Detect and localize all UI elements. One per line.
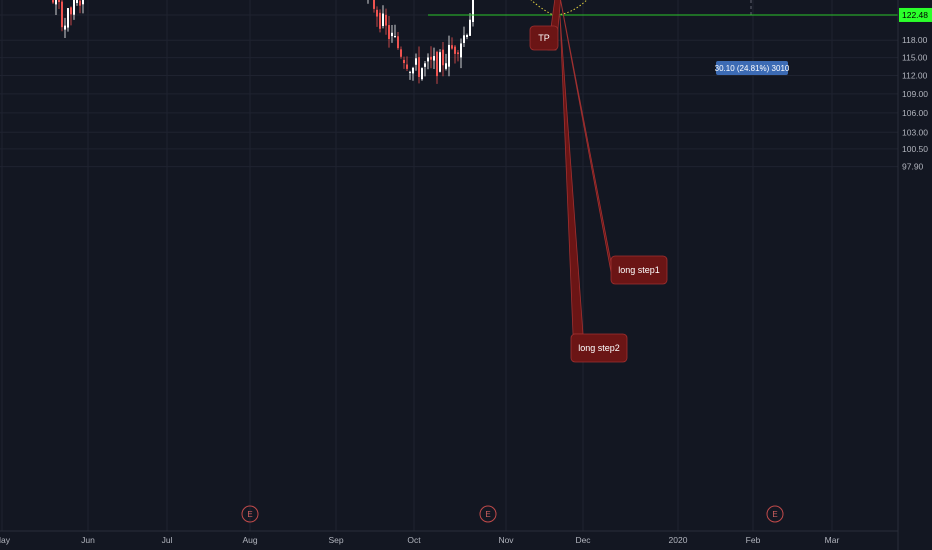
- price-tick-label: 103.00: [902, 127, 928, 137]
- candle-body: [457, 52, 459, 55]
- candle-body: [430, 56, 432, 60]
- price-axis-ticks: 164.00160.00156.00148.00143.00138.00126.…: [902, 0, 928, 172]
- candle-body: [442, 49, 444, 66]
- candle-body: [406, 64, 408, 69]
- candle-body: [82, 0, 84, 5]
- candle-body: [79, 0, 81, 6]
- candle-body: [376, 9, 378, 17]
- price-tick-label: 118.00: [902, 35, 928, 45]
- earnings-icon[interactable]: [479, 505, 497, 523]
- candle-body: [466, 34, 468, 38]
- candle-body: [454, 46, 456, 54]
- candle-body: [433, 56, 435, 61]
- price-tick-label: 100.50: [902, 144, 928, 154]
- time-tick-label: Jun: [81, 535, 95, 545]
- candle-body: [424, 63, 426, 67]
- candle-body: [451, 45, 453, 49]
- price-tick-label: 106.00: [902, 108, 928, 118]
- grid-lines: [0, 0, 898, 531]
- candle-body: [385, 14, 387, 26]
- time-tick-label: Feb: [746, 535, 761, 545]
- candle-body: [415, 58, 417, 65]
- candle-body: [397, 36, 399, 49]
- time-tick-label: Nov: [498, 535, 514, 545]
- earnings-icon[interactable]: [241, 505, 259, 523]
- price-tick-label: 126.00: [902, 0, 928, 1]
- candle-body: [379, 12, 381, 29]
- callout-label: TP: [538, 33, 550, 43]
- callout-label: long step2: [578, 343, 620, 353]
- earnings-label: E: [247, 510, 252, 519]
- time-tick-label: Aug: [242, 535, 257, 545]
- time-tick-label: Sep: [328, 535, 343, 545]
- candle-body: [421, 68, 423, 80]
- candle-body: [394, 35, 396, 37]
- level-lines: [428, 14, 898, 16]
- candle-body: [391, 32, 393, 37]
- candle-body: [409, 71, 411, 73]
- candle-body: [52, 0, 54, 3]
- candle-body: [463, 35, 465, 43]
- earnings-label: E: [485, 510, 490, 519]
- candle-body: [448, 44, 450, 67]
- callout-box[interactable]: [529, 25, 559, 51]
- price-tick-label: 115.00: [902, 53, 928, 63]
- candle-body: [445, 63, 447, 69]
- candle-body: [427, 57, 429, 62]
- time-axis[interactable]: May Jun Jul Aug Sep Oct Nov Dec 2020 Feb Mar: [0, 530, 898, 545]
- candle-body: [61, 1, 63, 28]
- candle-body: [73, 0, 75, 15]
- candle-body: [373, 0, 375, 9]
- level-price-tag: [899, 7, 932, 22]
- time-tick-label: Jul: [162, 535, 173, 545]
- annotations: TP long step1 long step2 30.10 (24.81%) 301…: [529, 0, 790, 363]
- candle-body: [403, 59, 405, 64]
- time-tick-label: May: [0, 535, 11, 545]
- callout-label: long step1: [618, 265, 660, 275]
- candle-body: [64, 25, 66, 30]
- candle-body: [400, 49, 402, 57]
- price-tick-label: 112.00: [902, 71, 928, 81]
- candle-body: [436, 51, 438, 77]
- price-tick-label: 97.90: [902, 162, 924, 172]
- time-tick-label: 2020: [669, 535, 688, 545]
- measure-label-box: [716, 61, 788, 75]
- candle-body: [439, 52, 441, 72]
- candle-body: [472, 0, 474, 22]
- candle-body: [412, 67, 414, 74]
- candle-body: [460, 43, 462, 58]
- time-axis-ticks: May Jun Jul Aug Sep Oct Nov Dec 2020 Feb Mar: [0, 535, 839, 545]
- candlesticks: [52, 0, 474, 84]
- price-axis[interactable]: 164.00160.00156.00148.00143.00138.00126.…: [897, 0, 928, 550]
- candle-body: [388, 25, 390, 39]
- level-price-tag-text: 122.48: [902, 10, 928, 20]
- candle-body: [418, 57, 420, 77]
- candle-body: [55, 0, 57, 5]
- callout-box[interactable]: [610, 255, 668, 285]
- candle-body: [469, 19, 471, 36]
- candle-body: [76, 0, 78, 3]
- earnings-label: E: [772, 510, 777, 519]
- callout-box[interactable]: [570, 333, 628, 363]
- time-tick-label: Oct: [407, 535, 421, 545]
- candle-body: [382, 13, 384, 27]
- earnings-icon[interactable]: [766, 505, 784, 523]
- time-tick-label: Mar: [825, 535, 840, 545]
- time-tick-label: Dec: [575, 535, 591, 545]
- price-tick-label: 109.00: [902, 89, 928, 99]
- candle-body: [67, 8, 69, 28]
- candle-body: [58, 0, 60, 3]
- price-tags: 152.51129.95122.48136.3901:54:40: [899, 7, 932, 22]
- measure-label: 30.10 (24.81%) 3010: [715, 64, 790, 73]
- candle-body: [70, 7, 72, 15]
